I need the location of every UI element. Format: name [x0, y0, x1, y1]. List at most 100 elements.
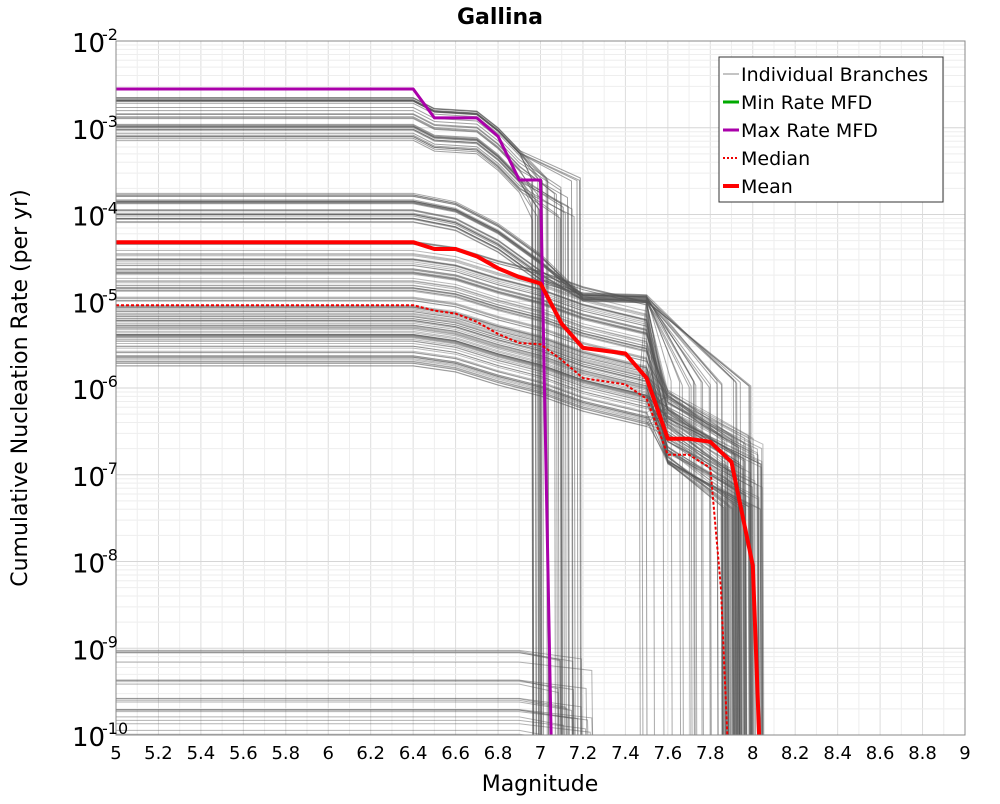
- branch-line: [116, 361, 737, 735]
- branch-line: [116, 320, 746, 735]
- branch-line: [116, 289, 723, 735]
- branch-line: [116, 253, 744, 735]
- branch-line: [116, 307, 751, 735]
- branch-line: [116, 241, 748, 735]
- branch-line: [116, 334, 724, 735]
- y-tick-exponent: -7: [102, 459, 118, 478]
- legend-item: Mean: [723, 176, 793, 198]
- branch-line: [116, 99, 550, 735]
- series-mean: [116, 240, 762, 735]
- branch-line: [116, 334, 757, 735]
- y-tick-label: 10-8: [72, 546, 118, 580]
- branch-line: [116, 336, 739, 735]
- branch-line: [116, 362, 740, 735]
- y-tick-label: 10-6: [72, 372, 118, 406]
- branch-line: [116, 201, 696, 735]
- y-tick-base: 10: [72, 636, 105, 666]
- branch-line: [116, 340, 727, 735]
- branch-line: [116, 298, 764, 735]
- branch-line: [116, 137, 562, 735]
- x-tick-label: 6.4: [399, 743, 428, 764]
- branch-line: [116, 330, 754, 735]
- branch-line: [116, 306, 730, 735]
- branch-line: [116, 194, 724, 735]
- branch-line: [116, 218, 673, 735]
- branch-line: [116, 359, 750, 735]
- branch-line: [116, 97, 548, 735]
- branch-line: [116, 271, 741, 735]
- y-tick-exponent: -6: [102, 372, 118, 391]
- branch-line: [116, 265, 736, 735]
- branch-line: [116, 202, 751, 735]
- branch-line: [116, 213, 742, 735]
- branch-line: [116, 319, 741, 735]
- branch-line: [116, 311, 732, 735]
- branch-line: [116, 268, 730, 735]
- branch-line: [116, 250, 760, 735]
- x-tick-label: 5.2: [144, 743, 173, 764]
- branch-line: [116, 698, 567, 735]
- branch-line: [116, 318, 759, 735]
- x-tick-label: 5: [110, 743, 121, 764]
- branch-line: [116, 683, 560, 735]
- x-tick-label: 5.6: [229, 743, 258, 764]
- branch-line: [116, 258, 742, 735]
- series-max-rate-mfd: [116, 87, 553, 735]
- branch-line: [116, 114, 558, 735]
- branch-line: [116, 356, 734, 735]
- branch-line: [116, 321, 745, 735]
- branch-line: [116, 356, 737, 735]
- axes: 5 5.2 5.4 5.6 5.8 6 6.2 6.4 6.6 6.8 7 7.2 7.4 7.6 7.8 8…: [72, 25, 971, 764]
- x-tick-label: 8.8: [908, 743, 937, 764]
- branch-line: [116, 652, 575, 735]
- branch-line: [116, 215, 711, 735]
- branch-line: [116, 651, 562, 735]
- branch-line: [116, 273, 752, 735]
- branch-line: [116, 327, 747, 735]
- branch-line: [116, 324, 740, 735]
- branch-line: [116, 329, 730, 735]
- branch-line: [116, 113, 556, 735]
- branch-line: [116, 210, 719, 735]
- branch-line: [116, 343, 747, 735]
- branch-line: [116, 709, 579, 735]
- y-tick-base: 10: [72, 29, 105, 59]
- branch-line: [116, 269, 760, 735]
- y-tick-exponent: -8: [102, 546, 118, 565]
- branch-line: [116, 136, 539, 735]
- branch-line: [116, 126, 570, 735]
- legend-item: Max Rate MFD: [723, 120, 878, 142]
- branch-line: [116, 356, 763, 735]
- x-tick-label: 7: [535, 743, 546, 764]
- x-tick-label: 7.4: [611, 743, 640, 764]
- branch-line: [116, 365, 733, 735]
- y-tick-base: 10: [72, 376, 105, 406]
- branch-line: [116, 129, 541, 735]
- branch-line: [116, 269, 729, 735]
- y-tick-label: 10-7: [72, 459, 118, 493]
- branch-line: [116, 335, 738, 735]
- y-tick-label: 10-3: [72, 112, 118, 146]
- branch-line: [116, 324, 734, 735]
- y-tick-label: 10-4: [72, 199, 118, 233]
- branch-line: [116, 332, 732, 735]
- branch-line: [116, 340, 723, 735]
- branch-line: [116, 709, 574, 735]
- y-tick-label: 10-2: [72, 25, 118, 59]
- x-tick-label: 7.2: [569, 743, 598, 764]
- branch-line: [116, 709, 593, 735]
- legend-label: Mean: [741, 176, 793, 198]
- branch-line: [116, 290, 764, 735]
- branch-line: [116, 316, 739, 735]
- y-tick-exponent: -3: [102, 112, 118, 131]
- branch-line: [116, 116, 537, 735]
- y-tick-exponent: -9: [102, 632, 118, 651]
- branch-line: [116, 679, 560, 735]
- plot-frame: [115, 40, 966, 736]
- y-tick-label: 10-10: [72, 719, 128, 753]
- x-tick-label: 6: [323, 743, 334, 764]
- branch-line: [116, 280, 735, 735]
- y-tick-exponent: -4: [102, 199, 118, 218]
- x-tick-label: 8.4: [823, 743, 852, 764]
